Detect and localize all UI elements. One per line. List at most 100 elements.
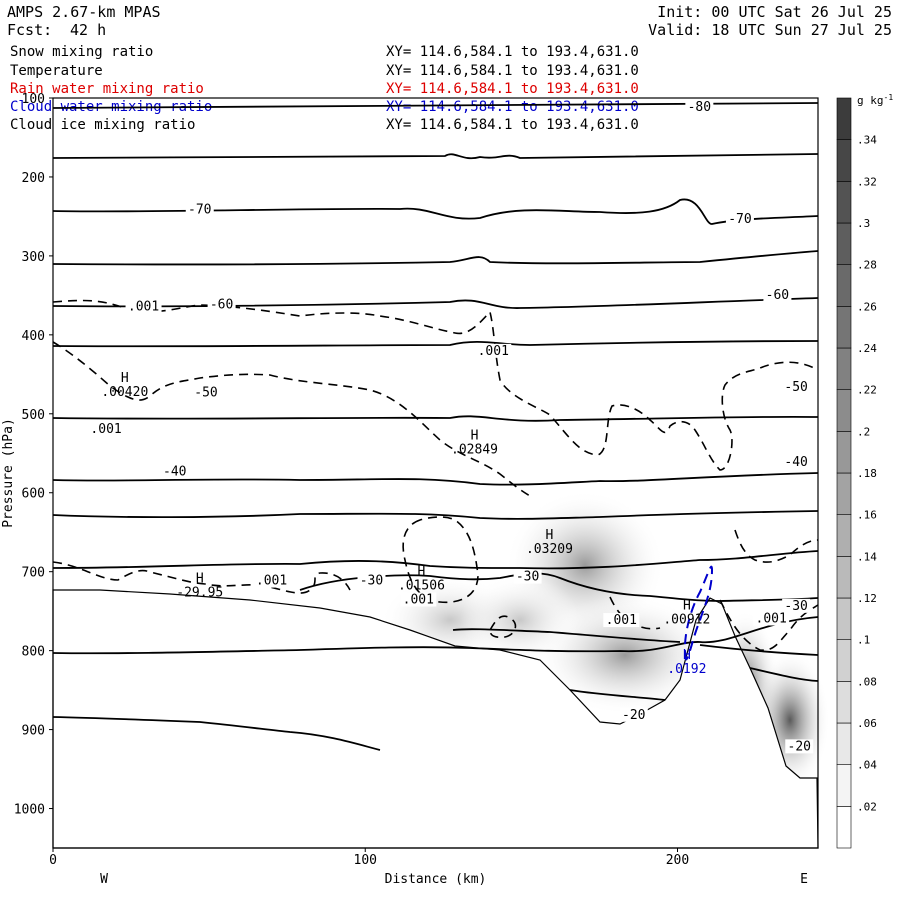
terrain-mask [52,589,819,849]
axes: 100 200 300 400 500 600 700 800 900 1000 0 100 200 Di… [1,92,808,887]
maximum-value: .0192 [667,662,706,677]
temperature-contour-label-bg [785,739,814,754]
x-tick-label: 200 [666,853,689,868]
colorbar-swatch [836,472,852,515]
temperature-contour-label-bg [185,202,214,217]
colorbar-level: .28 [857,259,877,272]
colorbar-swatch [836,514,852,557]
colorbar: .02 .04 .06 .08 .1 .12 .14 .16 .18 .2 .22 .24 .26 .28… [836,93,893,849]
y-tick-label: 600 [22,487,45,502]
temperature-contour-label: -50 [784,380,807,395]
snow-contour-label-bg [603,613,640,628]
model-title: AMPS 2.67-km MPAS [7,3,161,21]
colorbar-level: .22 [857,384,877,397]
y-tick-label: 700 [22,566,45,581]
colorbar-swatch [836,181,852,224]
snow-contour-label: .001 [128,300,159,315]
field-name-snow: Snow mixing ratio [10,44,154,60]
contour-labels: -80 -70 -70 -60 -60 -50 -50 -40 -40 -30 -30 -30 -20 -… [88,99,814,754]
field-name-rain: Rain water mixing ratio [10,81,204,97]
maximum-value: .01506 [398,579,445,594]
temperature-contours [52,102,819,751]
colorbar-swatch [836,389,852,432]
maximum-marker: H [418,565,426,580]
temperature-contour-label-bg [357,573,386,588]
temperature-contour-label: -60 [766,288,789,303]
temperature-contour-label: -20 [788,739,811,754]
temperature-contour-label-bg [782,455,811,470]
snow-contour-label: .001 [478,344,509,359]
colorbar-swatch [836,722,852,765]
forecast-hour: 42 h [70,21,107,39]
plot-frame [52,97,819,849]
y-tick-label: 800 [22,645,45,660]
x-tick-label: 0 [49,853,57,868]
maximum-marker: H [546,528,554,543]
maximum-value: .02849 [451,443,498,458]
snow-contour-label-bg [753,611,790,626]
colorbar-swatch [836,264,852,307]
colorbar-level: .1 [857,634,870,647]
colorbar-level: .06 [857,717,877,730]
temperature-contour-label: -40 [163,465,186,480]
temperature-contour-label: -30 [360,574,383,589]
snow-contour-label-bg [253,573,290,588]
colorbar-swatch [836,556,852,599]
colorbar-level: .12 [857,592,877,605]
colorbar-level: .16 [857,509,877,522]
colorbar-unit: g kg-1 [857,93,893,107]
colorbar-level: .14 [857,550,877,563]
colorbar-swatch [836,681,852,724]
temperature-contour-label-bg [513,569,542,584]
temperature-contour-label-bg [782,380,811,395]
init-time: Init: 00 UTC Sat 26 Jul 25 [657,3,892,21]
field-xy-temperature: XY= 114.6,584.1 to 193.4,631.0 [386,63,639,79]
colorbar-swatch [836,222,852,265]
colorbar-swatch [836,139,852,182]
x-tick-label: 100 [354,853,377,868]
snow-contour-label: .001 [256,574,287,589]
maximum-marker: H [683,598,691,613]
colorbar-level: .18 [857,467,877,480]
x-axis-label: Distance (km) [385,872,487,887]
colorbar-level: .3 [857,217,870,230]
field-xy-snow: XY= 114.6,584.1 to 193.4,631.0 [386,44,639,60]
temperature-contour-label-bg [763,287,792,302]
temperature-contour-label: -70 [728,212,751,227]
y-tick-label: 1000 [14,803,45,818]
temperature-contour-label-bg [725,212,754,226]
snow-contour-label: .001 [756,611,787,626]
temperature-contour-label-bg [782,598,811,613]
forecast-label: Fcst: [7,21,53,39]
temperature-contour-label: -30 [784,599,807,614]
y-tick-label: 900 [22,724,45,739]
maximum-value: .03209 [526,542,573,557]
maximum-marker: H [683,648,691,663]
colorbar-swatch [836,306,852,349]
cloud-water-contour [684,565,714,661]
colorbar-swatch [836,764,852,807]
field-name-temperature: Temperature [10,63,103,79]
colorbar-level: .26 [857,300,877,313]
colorbar-swatch [836,597,852,640]
temperature-contour-label-bg [207,297,236,312]
colorbar-level: .24 [857,342,877,355]
snow-contours [52,299,819,651]
temperature-contour-label: -80 [688,100,711,115]
temperature-contour-label-bg [160,464,189,479]
temperature-contour-label: -60 [210,297,233,312]
temperature-contour-label: -20 [622,708,645,723]
maximum-marker: H [196,572,204,587]
y-tick-label: 500 [22,408,45,423]
snow-contour-label: .001 [90,422,121,437]
west-label: W [100,872,108,887]
y-tick-label: 400 [22,329,45,344]
snow-contour-label-bg [475,343,512,358]
temperature-contour-label-bg [192,385,220,400]
temperature-contour-label: -70 [188,203,211,218]
temperature-contour-label-bg [685,99,714,114]
field-xy-cloud-water: XY= 114.6,584.1 to 193.4,631.0 [386,99,639,115]
y-axis-label: Pressure (hPa) [1,418,16,528]
colorbar-level: .34 [857,134,877,147]
maximum-marker: H [121,371,129,386]
